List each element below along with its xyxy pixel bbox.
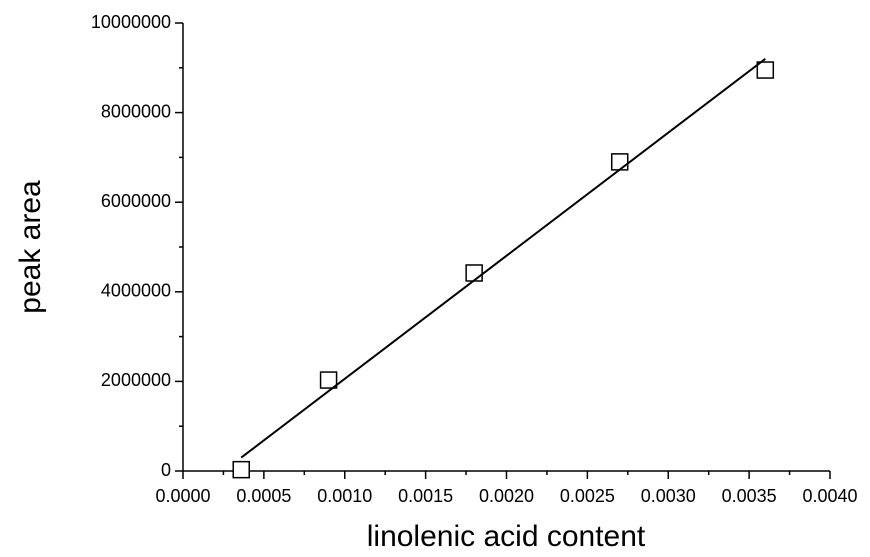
y-tick-label: 6000000 <box>101 191 171 211</box>
x-tick-label: 0.0010 <box>317 486 372 506</box>
marker <box>232 460 250 479</box>
x-tick-label: 0.0000 <box>155 486 210 506</box>
y-tick-label: 2000000 <box>101 370 171 390</box>
y-tick-label: 4000000 <box>101 281 171 301</box>
x-tick-label: 0.0015 <box>398 486 453 506</box>
y-tick-label: 10000000 <box>91 12 171 32</box>
x-axis-title: linolenic acid content <box>367 520 646 553</box>
x-tick-label: 0.0025 <box>560 486 615 506</box>
x-tick-label: 0.0040 <box>802 486 857 506</box>
marker <box>319 371 338 389</box>
x-tick-label: 0.0005 <box>236 486 291 506</box>
marker <box>610 153 629 171</box>
x-tick-label: 0.0035 <box>722 486 777 506</box>
x-tick-label: 0.0020 <box>479 486 534 506</box>
y-tick-label: 8000000 <box>101 101 171 121</box>
fit-line <box>240 58 766 459</box>
x-tick-label: 0.0030 <box>641 486 696 506</box>
y-axis-title: peak area <box>14 180 47 314</box>
y-tick-label: 0 <box>161 460 171 480</box>
marker <box>465 264 483 282</box>
marker <box>756 61 775 79</box>
